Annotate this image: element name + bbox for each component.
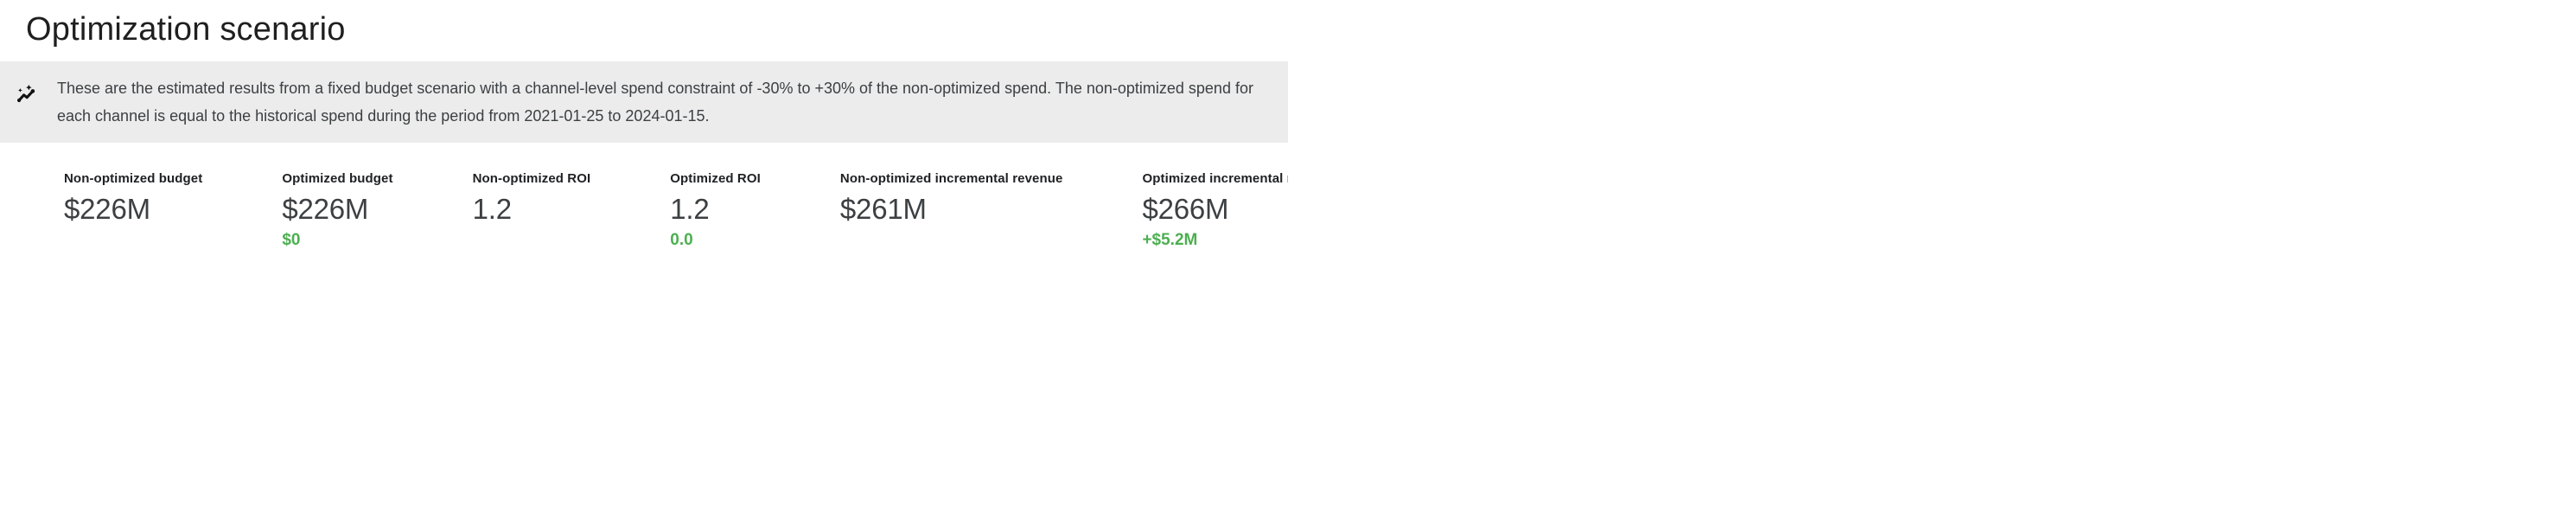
metric-label: Non-optimized budget bbox=[64, 171, 203, 186]
scenario-description-banner: These are the estimated results from a f… bbox=[0, 61, 1288, 143]
metric-value: 1.2 bbox=[472, 193, 512, 225]
metric-label: Non-optimized incremental revenue bbox=[839, 171, 1063, 186]
optimization-scenario-page: Optimization scenario These are the esti… bbox=[0, 0, 1288, 256]
metric-card-optimized-budget: Optimized budget $226M $0 bbox=[282, 170, 392, 251]
metric-delta: +$5.2M bbox=[1142, 231, 1198, 249]
metric-card-optimized-roi: Optimized ROI 1.2 0.0 bbox=[670, 170, 761, 251]
metric-value: $226M bbox=[282, 193, 369, 225]
metric-card-non-optimized-incremental-revenue: Non-optimized incremental revenue $261M bbox=[840, 170, 1063, 226]
metric-value: $261M bbox=[839, 193, 927, 225]
scenario-description-text: These are the estimated results from a f… bbox=[57, 80, 1253, 125]
metric-delta: $0 bbox=[282, 231, 301, 249]
metric-delta: 0.0 bbox=[670, 231, 693, 249]
metric-label: Optimized budget bbox=[282, 171, 393, 186]
metric-label: Non-optimized ROI bbox=[472, 171, 591, 186]
metric-value: $266M bbox=[1142, 193, 1229, 225]
page-title: Optimization scenario bbox=[26, 11, 346, 48]
metric-card-non-optimized-budget: Non-optimized budget $226M bbox=[64, 170, 202, 226]
metric-card-non-optimized-roi: Non-optimized ROI 1.2 bbox=[473, 170, 591, 226]
metric-card-optimized-incremental-revenue: Optimized incremental revenue $266M +$5.… bbox=[1142, 170, 1288, 251]
scenario-metrics-row: Non-optimized budget $226M Optimized bud… bbox=[0, 170, 1288, 251]
trend-sparkle-icon bbox=[16, 84, 36, 104]
metric-label: Optimized ROI bbox=[670, 171, 761, 186]
metric-value: 1.2 bbox=[670, 193, 710, 225]
metric-label: Optimized incremental revenue bbox=[1142, 171, 1288, 186]
metric-value: $226M bbox=[64, 193, 150, 225]
